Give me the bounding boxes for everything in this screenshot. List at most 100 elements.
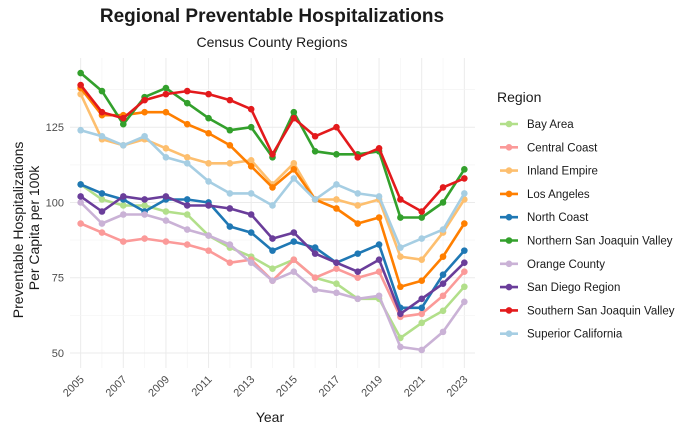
x-tick-label: 2023 <box>445 374 471 400</box>
data-point-orange-county <box>162 217 170 224</box>
y-axis-title: Preventable Hospitalizations Per Capita … <box>10 138 42 319</box>
data-point-superior-california <box>205 178 212 185</box>
data-point-san-diego-region <box>354 268 362 275</box>
data-point-central-coast <box>205 247 212 254</box>
data-point-central-coast <box>461 268 468 275</box>
data-point-southern-san-joaquin-valley <box>418 208 426 215</box>
legend-key-point <box>505 213 513 221</box>
data-point-superior-california <box>397 244 404 251</box>
data-point-northern-san-joaquin-valley <box>183 99 191 107</box>
data-point-orange-county <box>247 259 255 266</box>
data-point-los-angeles <box>333 205 340 212</box>
data-point-southern-san-joaquin-valley <box>290 114 298 122</box>
data-point-los-angeles <box>247 163 255 170</box>
grid <box>70 58 475 368</box>
data-point-superior-california <box>461 190 468 197</box>
data-point-superior-california <box>269 202 276 209</box>
data-point-san-diego-region <box>439 280 447 288</box>
data-point-bay-area <box>183 211 191 218</box>
data-point-bay-area <box>162 208 170 215</box>
data-point-inland-empire <box>77 90 84 98</box>
data-point-north-coast <box>375 241 383 248</box>
data-point-orange-county <box>311 286 319 294</box>
data-point-southern-san-joaquin-valley <box>439 184 447 191</box>
data-point-southern-san-joaquin-valley <box>397 196 404 203</box>
y-tick-label: 75 <box>52 273 64 285</box>
legend-item-north-coast: North Coast <box>500 212 589 224</box>
y-tick-label: 125 <box>46 122 64 134</box>
legend-label: Orange County <box>527 259 605 271</box>
legend-key-point <box>505 307 513 314</box>
data-point-superior-california <box>247 190 255 197</box>
legend-label: Northern San Joaquin Valley <box>527 236 673 248</box>
data-point-southern-san-joaquin-valley <box>77 81 84 89</box>
data-point-southern-san-joaquin-valley <box>162 90 170 98</box>
x-tick-label: 2005 <box>61 374 87 400</box>
data-point-bay-area <box>461 283 468 291</box>
legend-label: Inland Empire <box>527 166 598 178</box>
y-axis-title-line-2: Per Capita per 100k <box>26 165 42 291</box>
data-point-northern-san-joaquin-valley <box>397 214 404 221</box>
series-superior-california <box>77 126 468 251</box>
series-southern-san-joaquin-valley <box>77 81 468 215</box>
x-tick-label: 2007 <box>104 374 130 400</box>
data-point-north-coast <box>269 247 276 254</box>
legend-label: Southern San Joaquin Valley <box>527 305 675 317</box>
data-point-southern-san-joaquin-valley <box>333 123 340 131</box>
data-point-north-coast <box>354 250 362 257</box>
legend-label: Los Angeles <box>527 189 590 201</box>
data-point-central-coast <box>354 274 362 282</box>
data-point-north-coast <box>226 223 234 230</box>
data-point-san-diego-region <box>375 256 383 263</box>
x-tick-label: 2009 <box>146 374 172 400</box>
legend-item-orange-county: Orange County <box>500 259 605 271</box>
data-point-orange-county <box>397 343 404 351</box>
data-point-central-coast <box>98 229 106 236</box>
data-point-los-angeles <box>290 166 298 173</box>
x-tick-label: 2015 <box>274 374 300 400</box>
data-point-superior-california <box>418 235 426 242</box>
data-point-orange-county <box>354 295 362 303</box>
legend-label: Superior California <box>527 329 623 341</box>
data-point-central-coast <box>375 268 383 275</box>
data-point-bay-area <box>98 196 106 203</box>
data-point-southern-san-joaquin-valley <box>183 87 191 95</box>
data-point-san-diego-region <box>418 295 426 303</box>
data-point-northern-san-joaquin-valley <box>439 199 447 206</box>
data-point-superior-california <box>375 193 383 200</box>
data-point-north-coast <box>247 229 255 236</box>
data-point-orange-county <box>119 211 127 218</box>
data-point-orange-county <box>269 277 276 285</box>
data-point-central-coast <box>226 259 234 266</box>
data-point-los-angeles <box>375 214 383 221</box>
legend-label: Central Coast <box>527 142 598 154</box>
data-point-northern-san-joaquin-valley <box>333 151 340 158</box>
x-tick-label: 2019 <box>359 374 385 400</box>
series-layer <box>77 69 468 354</box>
legend-item-superior-california: Superior California <box>500 329 623 341</box>
data-point-north-coast <box>290 238 298 245</box>
legend-item-bay-area: Bay Area <box>500 119 574 131</box>
data-point-superior-california <box>439 226 447 233</box>
x-axis-title: Year <box>256 409 285 425</box>
data-point-los-angeles <box>141 108 148 116</box>
legend-title: Region <box>497 89 541 105</box>
data-point-san-diego-region <box>162 193 170 200</box>
data-point-superior-california <box>119 141 127 149</box>
data-point-bay-area <box>439 307 447 315</box>
data-point-northern-san-joaquin-valley <box>290 108 298 116</box>
legend-key-point <box>505 283 513 291</box>
data-point-southern-san-joaquin-valley <box>205 90 212 98</box>
data-point-northern-san-joaquin-valley <box>77 69 84 77</box>
data-point-san-diego-region <box>311 250 319 257</box>
data-point-southern-san-joaquin-valley <box>119 114 127 122</box>
data-point-inland-empire <box>333 196 340 203</box>
x-tick-label: 2013 <box>232 374 258 400</box>
data-point-los-angeles <box>205 129 212 137</box>
data-point-north-coast <box>77 181 84 188</box>
data-point-superior-california <box>77 126 84 134</box>
data-point-bay-area <box>269 265 276 272</box>
data-point-southern-san-joaquin-valley <box>375 144 383 152</box>
data-point-los-angeles <box>397 283 404 291</box>
